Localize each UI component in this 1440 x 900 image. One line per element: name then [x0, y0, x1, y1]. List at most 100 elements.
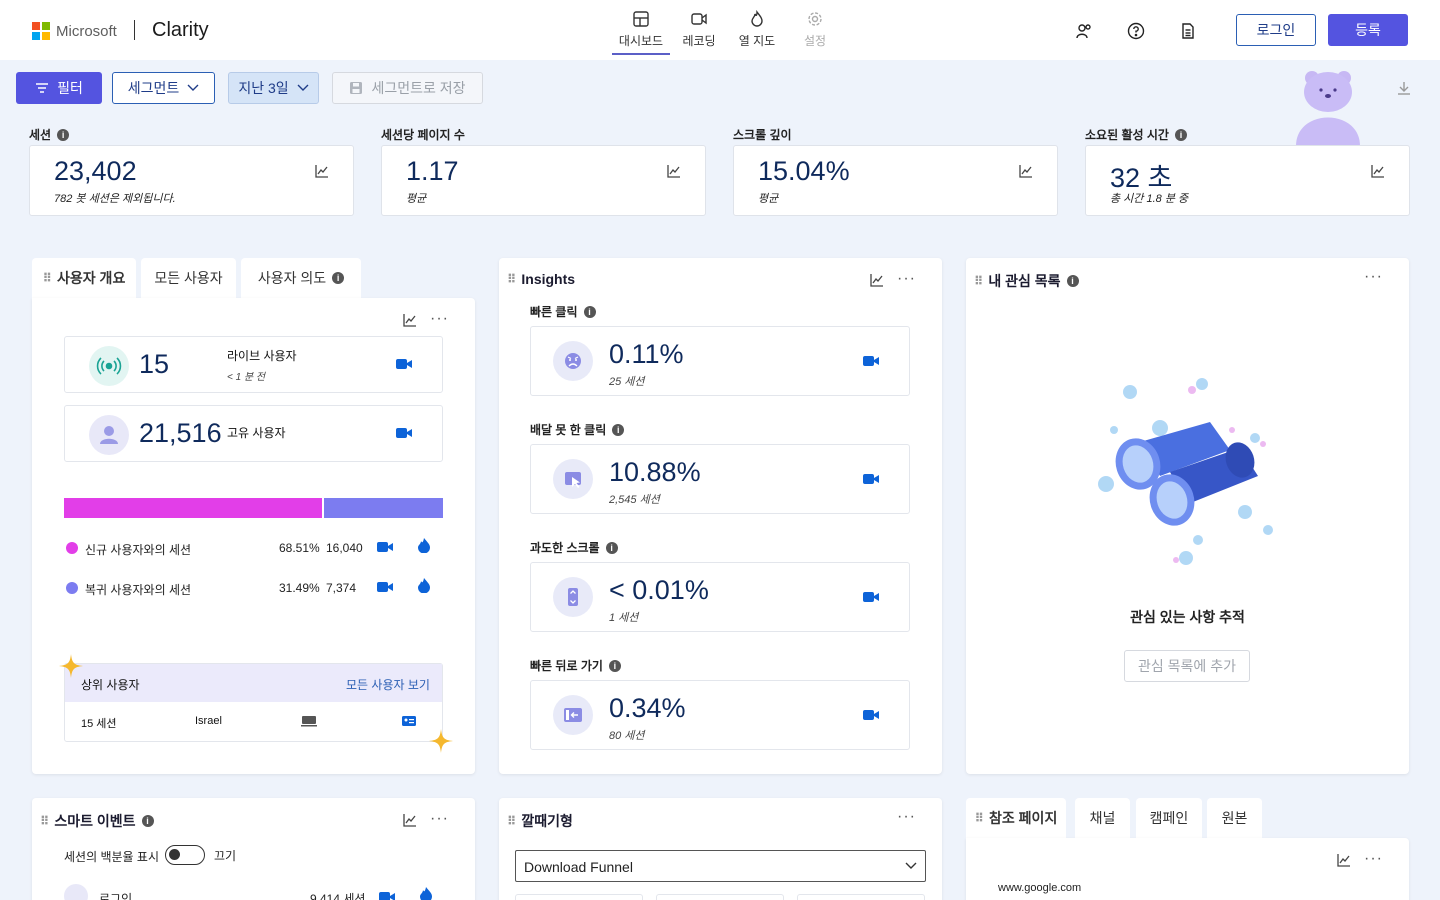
- nav-heatmaps[interactable]: 열 지도: [728, 10, 786, 55]
- drag-handle-icon[interactable]: ⠿: [974, 274, 983, 288]
- smart-events-header: ⠿ 스마트 이벤트 i: [40, 811, 154, 831]
- trend-chart-icon[interactable]: [403, 313, 417, 327]
- more-options-icon[interactable]: ···: [897, 270, 916, 287]
- view-all-users-link[interactable]: 모든 사용자 보기: [346, 678, 430, 692]
- info-icon[interactable]: i: [605, 541, 618, 554]
- insight-label-quick-backs: 빠른 뒤로 가기 i: [530, 657, 621, 674]
- funnel-select[interactable]: Download Funnel: [515, 850, 926, 882]
- tab-campaigns[interactable]: 캠페인: [1136, 798, 1202, 838]
- heatmap-flame-icon[interactable]: [418, 578, 430, 593]
- insight-card-excessive-scroll[interactable]: < 0.01% 1 세션: [530, 562, 910, 632]
- nav-settings[interactable]: 설정: [786, 10, 844, 55]
- tab-user-intent[interactable]: 사용자 의도 i: [241, 258, 361, 298]
- filter-icon: [36, 83, 49, 93]
- nav-settings-label: 설정: [803, 34, 827, 48]
- tab-label: 참조 페이지: [989, 810, 1058, 826]
- info-icon[interactable]: i: [608, 659, 621, 672]
- logo-divider: [134, 20, 135, 40]
- video-camera-icon[interactable]: [863, 709, 879, 721]
- more-options-icon[interactable]: ···: [897, 808, 916, 825]
- insight-card-quick-backs[interactable]: 0.34% 80 세션: [530, 680, 910, 750]
- nav-recordings[interactable]: 레코딩: [670, 10, 728, 55]
- drag-handle-icon[interactable]: ⠿: [40, 814, 49, 828]
- metric-card-sessions: 23,402 782 봇 세션은 제외됩니다.: [29, 145, 354, 216]
- video-camera-icon[interactable]: [396, 358, 412, 370]
- drag-handle-icon[interactable]: ⠿: [974, 811, 984, 825]
- info-icon[interactable]: i: [612, 423, 625, 436]
- info-icon[interactable]: i: [57, 128, 70, 141]
- info-icon[interactable]: i: [141, 815, 154, 827]
- more-options-icon[interactable]: ···: [430, 810, 449, 827]
- tab-sources[interactable]: 원본: [1207, 798, 1262, 838]
- metric-subtext: 평균: [406, 193, 427, 205]
- referrer-url[interactable]: www.google.com: [998, 882, 1082, 894]
- row-sessions: 15 세션: [81, 718, 117, 730]
- video-camera-icon[interactable]: [863, 473, 879, 485]
- trend-chart-icon[interactable]: [403, 813, 417, 827]
- tab-user-overview[interactable]: ⠿ 사용자 개요: [32, 258, 136, 298]
- video-camera-icon[interactable]: [863, 355, 879, 367]
- drag-handle-icon[interactable]: ⠿: [42, 271, 52, 285]
- new-vs-returning-bar: [64, 498, 443, 518]
- more-options-icon[interactable]: ···: [1364, 850, 1383, 867]
- tab-referrers[interactable]: ⠿ 참조 페이지: [966, 798, 1066, 838]
- insight-card-dead-clicks[interactable]: 10.88% 2,545 세션: [530, 444, 910, 514]
- heatmap-flame-icon[interactable]: [418, 538, 430, 553]
- people-icon[interactable]: [1075, 22, 1093, 40]
- signup-button[interactable]: 등록: [1328, 14, 1408, 46]
- video-camera-icon[interactable]: [863, 591, 879, 603]
- login-button[interactable]: 로그인: [1236, 14, 1316, 46]
- user-card-icon[interactable]: [402, 716, 416, 726]
- nav-dashboard-label: 대시보드: [618, 34, 664, 48]
- tab-channels[interactable]: 채널: [1075, 798, 1130, 838]
- date-range-dropdown[interactable]: 지난 3일: [228, 72, 319, 104]
- referrers-panel: [966, 838, 1409, 900]
- segment-dropdown[interactable]: 세그먼트: [112, 72, 215, 104]
- heatmap-icon: [751, 10, 763, 27]
- drag-handle-icon[interactable]: ⠿: [507, 272, 516, 286]
- help-icon[interactable]: [1127, 22, 1145, 40]
- drag-handle-icon[interactable]: ⠿: [507, 814, 516, 828]
- percent-toggle[interactable]: [165, 845, 205, 865]
- save-segment-button[interactable]: 세그먼트로 저장: [332, 72, 483, 104]
- sparkle-icon: [429, 729, 453, 753]
- more-options-icon[interactable]: ···: [1364, 268, 1383, 285]
- watchlist-empty-title: 관심 있는 사항 추적: [1130, 609, 1245, 625]
- insight-sessions: 80 세션: [609, 730, 645, 742]
- video-camera-icon[interactable]: [377, 581, 393, 593]
- document-icon[interactable]: [1179, 22, 1197, 40]
- trend-chart-icon[interactable]: [667, 164, 681, 178]
- video-camera-icon[interactable]: [377, 541, 393, 553]
- live-users-updated: < 1 분 전: [227, 372, 266, 383]
- add-to-watchlist-button[interactable]: 관심 목록에 추가: [1124, 650, 1250, 682]
- video-camera-icon[interactable]: [379, 891, 395, 900]
- info-icon[interactable]: i: [332, 272, 345, 284]
- trend-chart-icon[interactable]: [1019, 164, 1033, 178]
- table-row[interactable]: 15 세션 Israel: [65, 702, 442, 741]
- trend-chart-icon[interactable]: [315, 164, 329, 178]
- returning-users-segment[interactable]: [324, 498, 443, 518]
- trend-chart-icon[interactable]: [1371, 164, 1385, 178]
- more-options-icon[interactable]: ···: [430, 310, 449, 327]
- video-camera-icon[interactable]: [396, 427, 412, 439]
- info-icon[interactable]: i: [583, 305, 596, 318]
- legend-count: 16,040: [326, 541, 363, 555]
- heatmap-flame-icon[interactable]: [420, 887, 432, 900]
- tab-label: 사용자 의도: [257, 270, 327, 286]
- filter-button[interactable]: 필터: [16, 72, 102, 104]
- app-title[interactable]: Clarity: [152, 19, 209, 41]
- dead-click-icon: [553, 459, 593, 499]
- insight-card-rage-clicks[interactable]: 0.11% 25 세션: [530, 326, 910, 396]
- download-icon[interactable]: [1396, 80, 1412, 96]
- trend-chart-icon[interactable]: [1337, 853, 1351, 867]
- info-icon[interactable]: i: [1174, 128, 1187, 141]
- trend-chart-icon[interactable]: [870, 273, 884, 287]
- microsoft-logo[interactable]: Microsoft: [32, 22, 117, 40]
- info-icon[interactable]: i: [1066, 275, 1079, 287]
- tab-all-users[interactable]: 모든 사용자: [141, 258, 236, 298]
- new-users-segment[interactable]: [64, 498, 322, 518]
- settings-icon: [808, 12, 822, 26]
- dashboard-icon: [633, 11, 649, 27]
- legend-label: 신규 사용자와의 세션: [85, 543, 192, 557]
- nav-dashboard[interactable]: 대시보드: [612, 10, 670, 55]
